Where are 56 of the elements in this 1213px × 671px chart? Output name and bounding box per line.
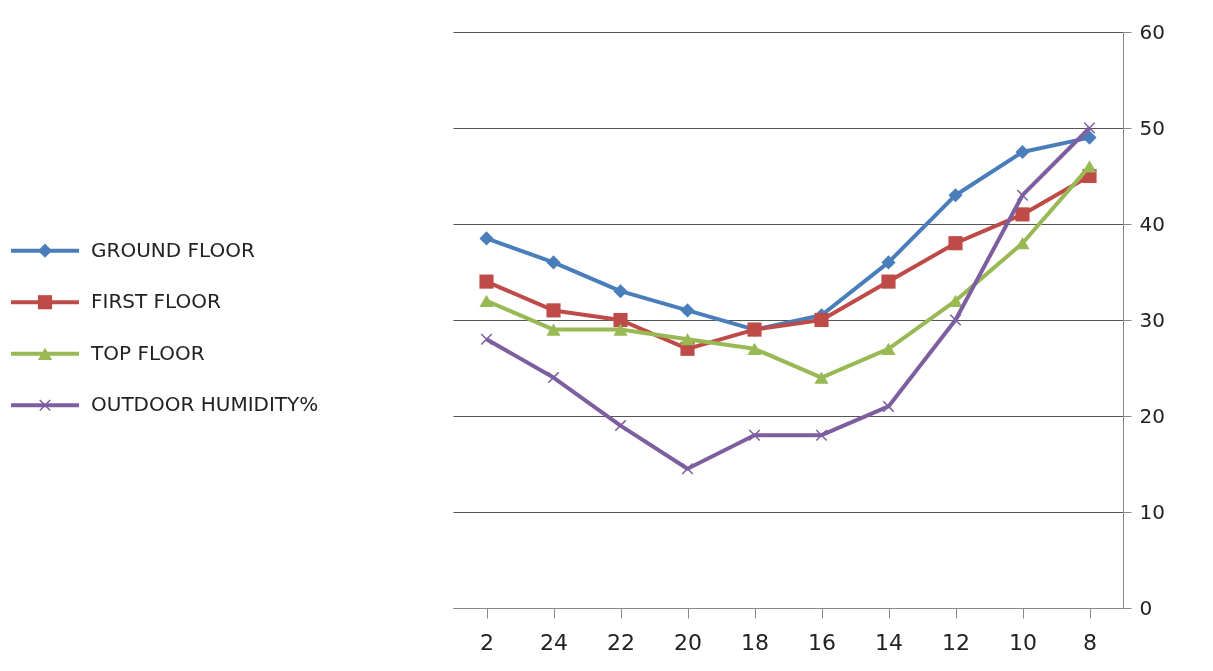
y-tick-label: 10 <box>1139 499 1165 524</box>
y-tick-label: 50 <box>1139 115 1165 140</box>
point <box>479 231 494 246</box>
point <box>948 294 963 307</box>
x-tick-label: 8 <box>1083 629 1097 655</box>
y-tick-label: 30 <box>1139 307 1165 332</box>
point <box>680 303 695 318</box>
x-tick-label: 16 <box>808 629 836 655</box>
point <box>546 255 561 270</box>
point <box>479 274 494 289</box>
point <box>815 429 828 442</box>
point <box>613 323 628 336</box>
point <box>948 236 963 251</box>
point <box>680 333 695 346</box>
point <box>881 274 896 289</box>
y-tick-label: 40 <box>1139 211 1165 236</box>
x-tick-label: 2 <box>480 629 494 655</box>
legend-label: FIRST FLOOR <box>91 289 221 314</box>
point <box>948 188 963 203</box>
legend-label: GROUND FLOOR <box>91 237 255 262</box>
point <box>881 342 896 355</box>
x-tick-label: 12 <box>942 629 970 655</box>
point <box>546 323 561 336</box>
point <box>814 312 829 328</box>
x-tick-label: 24 <box>540 629 568 655</box>
point <box>1015 144 1030 160</box>
point <box>547 371 560 384</box>
point <box>748 429 761 442</box>
point <box>1082 160 1097 173</box>
point <box>614 419 627 432</box>
point <box>747 342 762 355</box>
y-tick-label: 0 <box>1139 595 1153 620</box>
point <box>882 400 895 413</box>
point <box>479 294 494 307</box>
x-tick-label: 18 <box>741 629 769 655</box>
point <box>949 314 962 326</box>
point <box>546 303 561 318</box>
legend-label: OUTDOOR HUMIDITY% <box>91 392 319 417</box>
point <box>480 333 493 346</box>
point <box>681 462 694 475</box>
legend-label: TOP FLOOR <box>90 340 205 365</box>
point <box>1015 207 1030 222</box>
y-tick-label: 60 <box>1139 19 1165 44</box>
point <box>613 312 628 328</box>
point <box>881 255 896 270</box>
x-tick-label: 22 <box>607 629 635 655</box>
x-tick-label: 20 <box>674 629 702 655</box>
point <box>1016 189 1029 202</box>
y-tick-label: 20 <box>1139 403 1165 428</box>
point <box>1015 237 1030 250</box>
x-tick-label: 14 <box>875 629 903 655</box>
point <box>814 371 829 384</box>
point <box>613 284 628 299</box>
point <box>1082 130 1097 145</box>
x-tick-label: 10 <box>1009 629 1037 655</box>
point <box>1083 122 1096 134</box>
